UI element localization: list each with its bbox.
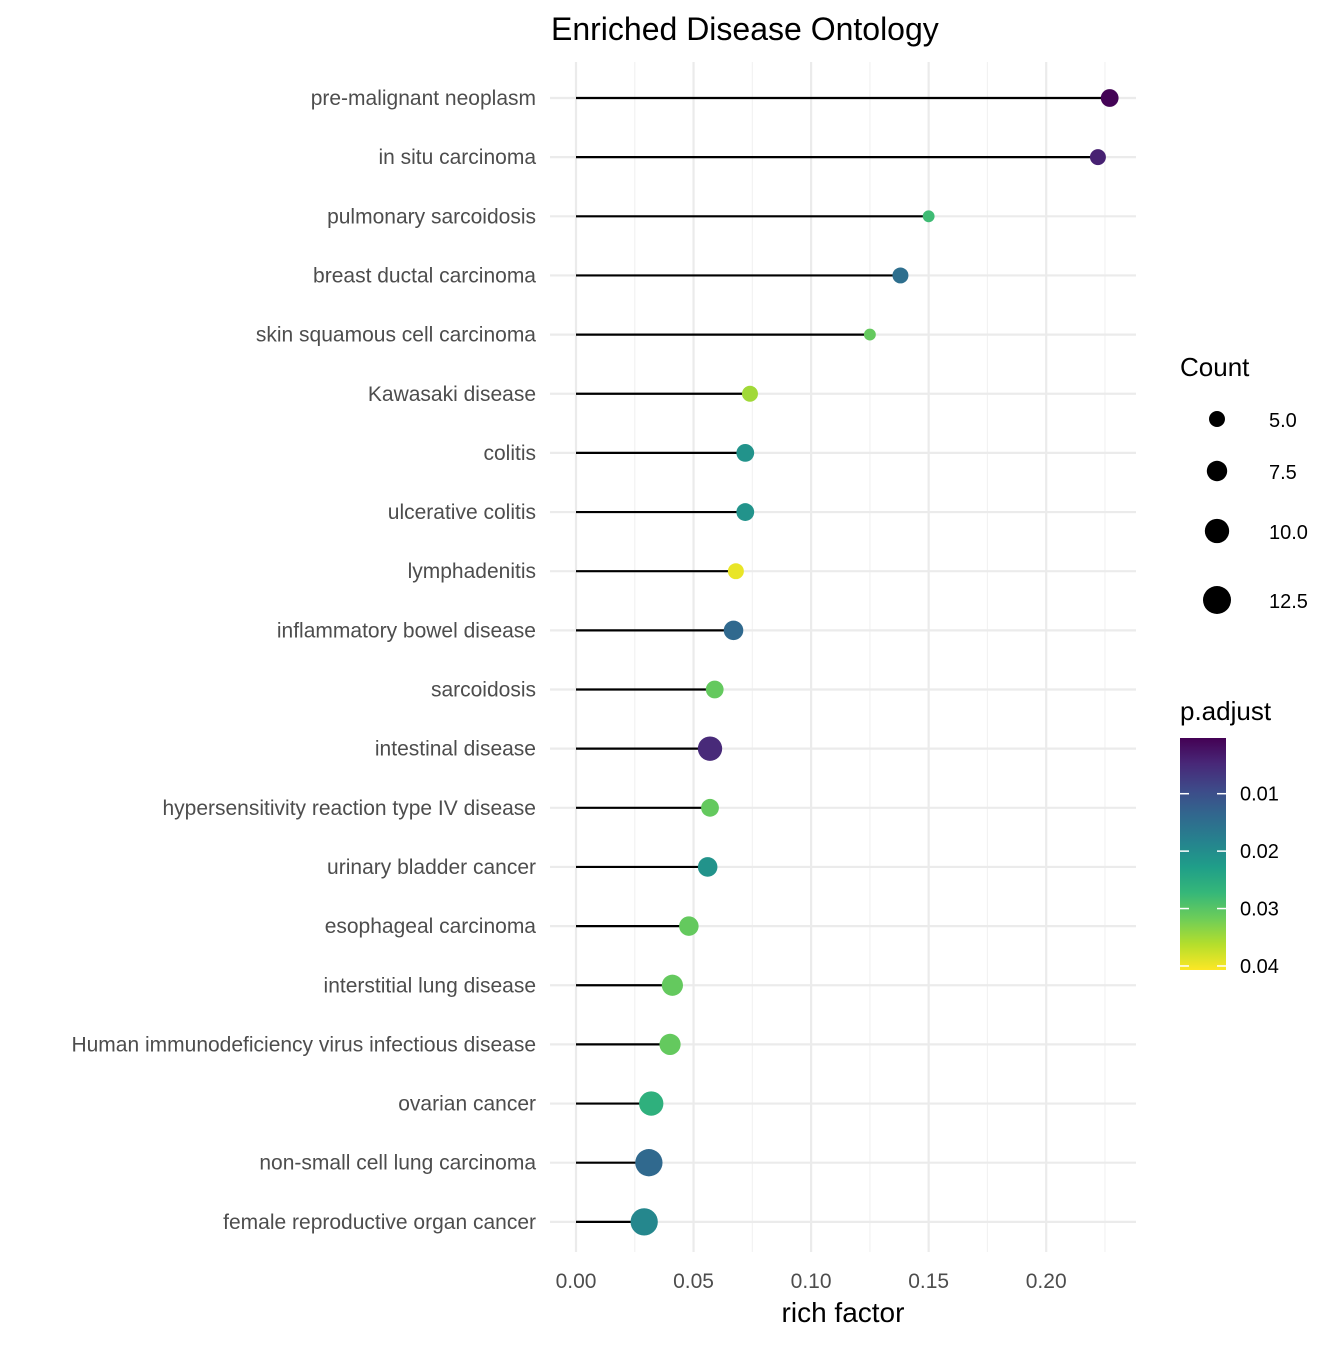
- x-axis-label: rich factor: [782, 1297, 905, 1328]
- category-label: interstitial lung disease: [324, 974, 536, 997]
- lollipop-point: [723, 620, 744, 641]
- category-label: Kawasaki disease: [368, 383, 536, 406]
- y-tick-labels: pre-malignant neoplasm in situ carcinoma p…: [71, 87, 536, 1234]
- lollipop-point: [741, 385, 758, 402]
- category-label: pulmonary sarcoidosis: [327, 205, 536, 228]
- lollipop-point: [863, 328, 876, 341]
- lollipop-point: [697, 857, 718, 877]
- size-legend-label: 10.0: [1269, 522, 1308, 544]
- category-label: pre-malignant neoplasm: [311, 87, 536, 110]
- category-label: non-small cell lung carcinoma: [259, 1152, 536, 1175]
- lollipop-point: [736, 503, 755, 521]
- color-legend-label: 0.01: [1240, 784, 1279, 806]
- size-legend-title: Count: [1180, 352, 1250, 382]
- lollipop-point: [922, 210, 935, 223]
- category-label: ovarian cancer: [398, 1093, 536, 1116]
- category-label: ulcerative colitis: [388, 501, 536, 524]
- lollipop-point: [1089, 149, 1106, 166]
- category-label: lymphadenitis: [408, 560, 536, 583]
- size-legend-key: [1209, 411, 1225, 427]
- point-layer: [630, 89, 1119, 1236]
- size-legend-label: 12.5: [1269, 591, 1308, 613]
- category-label: esophageal carcinoma: [325, 915, 537, 938]
- size-legend-label: 5.0: [1269, 410, 1297, 432]
- category-label: Human immunodeficiency virus infectious …: [71, 1033, 536, 1056]
- size-legend-key: [1204, 518, 1230, 544]
- category-label: sarcoidosis: [431, 679, 536, 702]
- lollipop-point: [705, 680, 724, 699]
- category-label: female reproductive organ cancer: [223, 1211, 536, 1234]
- segment-layer: [576, 96, 1110, 1223]
- category-label: inflammatory bowel disease: [277, 619, 536, 642]
- lollipop-point: [659, 1033, 681, 1056]
- color-legend-bar: [1180, 738, 1226, 970]
- lollipop-point: [697, 736, 723, 761]
- category-label: colitis: [483, 442, 536, 465]
- lollipop-point: [1100, 89, 1119, 107]
- chart-title: Enriched Disease Ontology: [551, 11, 939, 47]
- size-legend-key: [1206, 460, 1228, 482]
- color-legend-label: 0.02: [1240, 841, 1279, 863]
- category-label: urinary bladder cancer: [327, 856, 536, 879]
- x-tick-label: 0.15: [908, 1270, 949, 1293]
- lollipop-point: [701, 798, 719, 817]
- category-label: in situ carcinoma: [378, 146, 536, 169]
- size-legend: Count 5.0 7.5 10.0 12.5: [1180, 352, 1308, 615]
- category-label: hypersensitivity reaction type IV diseas…: [162, 797, 536, 820]
- x-tick-labels: 0.00 0.05 0.10 0.15 0.20: [556, 1270, 1067, 1293]
- color-legend-label: 0.04: [1240, 956, 1279, 978]
- size-legend-label: 7.5: [1269, 462, 1297, 484]
- x-tick-label: 0.00: [556, 1270, 597, 1293]
- x-tick-label: 0.20: [1026, 1270, 1067, 1293]
- size-legend-key: [1202, 585, 1232, 615]
- color-legend: p.adjust 0.01 0.02 0.03 0.04: [1180, 696, 1279, 978]
- color-legend-title: p.adjust: [1180, 696, 1272, 726]
- lollipop-point: [661, 974, 683, 996]
- category-label: skin squamous cell carcinoma: [256, 324, 536, 347]
- lollipop-point: [892, 267, 909, 284]
- lollipop-point: [679, 916, 699, 936]
- x-tick-label: 0.10: [791, 1270, 832, 1293]
- category-label: breast ductal carcinoma: [313, 264, 536, 287]
- category-label: intestinal disease: [375, 738, 536, 761]
- lollipop-point: [736, 443, 755, 462]
- color-legend-label: 0.03: [1240, 899, 1279, 921]
- lollipop-point: [635, 1149, 663, 1177]
- x-tick-label: 0.05: [673, 1270, 714, 1293]
- lollipop-point: [630, 1208, 658, 1236]
- grid-layer: [550, 62, 1136, 1252]
- lollipop-point: [639, 1091, 664, 1116]
- lollipop-point: [727, 563, 744, 580]
